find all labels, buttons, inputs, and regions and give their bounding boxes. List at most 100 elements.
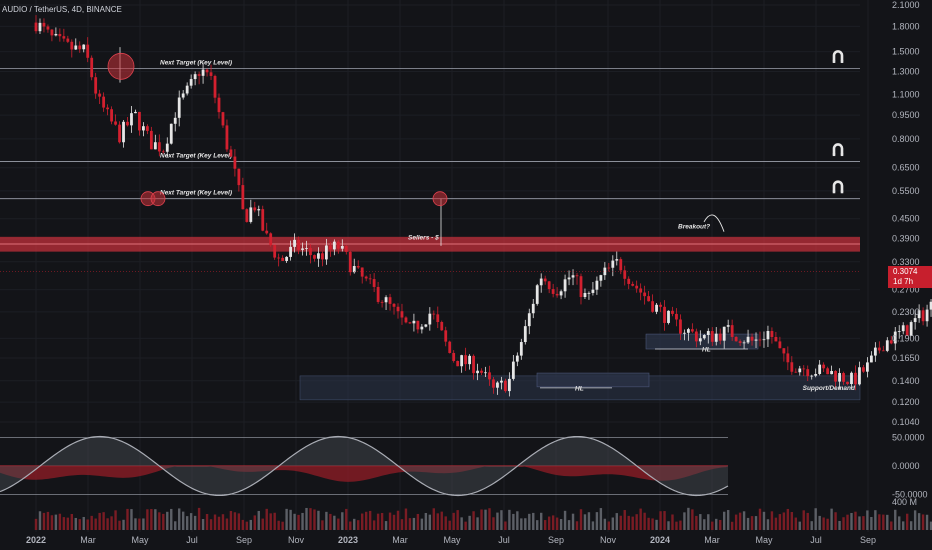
volume-bar bbox=[679, 520, 682, 530]
candle-body bbox=[281, 257, 285, 261]
candle-body bbox=[189, 79, 193, 86]
volume-bar bbox=[508, 509, 511, 530]
candle-body bbox=[507, 378, 511, 392]
price-tick-label: 0.1400 bbox=[892, 376, 920, 386]
volume-bar bbox=[750, 516, 754, 530]
volume-bar bbox=[878, 514, 881, 530]
candle-body bbox=[631, 283, 635, 286]
volume-bar bbox=[699, 514, 702, 530]
candle-body bbox=[623, 270, 627, 279]
candle-body bbox=[611, 260, 615, 268]
price-axis[interactable]: 2.1000 1.8000 1.5000 1.3000 1.1000 0.9500 0.80… bbox=[892, 0, 928, 507]
price-tick-label: 0.1650 bbox=[892, 353, 920, 363]
volume-bar bbox=[257, 510, 260, 530]
volume-bar bbox=[758, 508, 762, 530]
breakout-label: Breakout? bbox=[678, 223, 710, 230]
candle-body bbox=[293, 239, 296, 247]
candle-body bbox=[472, 355, 475, 374]
bar-countdown: 1d 7h bbox=[893, 277, 914, 286]
candle-body bbox=[305, 248, 308, 249]
candle-body bbox=[110, 109, 113, 122]
volume-bar bbox=[277, 520, 280, 530]
price-tick-label: 0.8000 bbox=[892, 134, 920, 144]
candle-body bbox=[639, 288, 643, 293]
candle-body bbox=[261, 209, 265, 231]
candle-body bbox=[209, 72, 213, 76]
volume-bar bbox=[762, 511, 766, 530]
candle-body bbox=[679, 319, 682, 334]
candle-body bbox=[862, 367, 865, 372]
volume-bar bbox=[480, 509, 483, 530]
time-tick-label: 2024 bbox=[650, 535, 670, 545]
volume-bar bbox=[667, 521, 670, 530]
candle-body bbox=[78, 45, 82, 50]
volume-bar bbox=[424, 512, 428, 530]
candle-body bbox=[515, 355, 519, 362]
candle-body bbox=[877, 347, 881, 351]
candle-body bbox=[157, 142, 161, 152]
magnet-body bbox=[832, 180, 844, 192]
candle-body bbox=[814, 373, 818, 376]
candle-body bbox=[297, 239, 300, 250]
candle-body bbox=[400, 311, 404, 318]
price-tick-label: 0.4500 bbox=[892, 214, 920, 224]
candle-body bbox=[778, 341, 782, 349]
candle-body bbox=[782, 348, 786, 354]
volume-bar bbox=[456, 510, 459, 530]
volume-bar bbox=[520, 518, 523, 530]
osc-tick-label: 50.0000 bbox=[892, 433, 925, 443]
volume-bar bbox=[193, 515, 197, 530]
time-tick-label: Nov bbox=[288, 535, 305, 545]
candle-body bbox=[651, 301, 654, 312]
time-axis[interactable]: 2022 Mar May Jul Sep Nov 2023 Mar May Jul Sep Nov 20… bbox=[26, 535, 876, 545]
key-level-label: Next Target (Key Level) bbox=[160, 59, 232, 66]
candle-body bbox=[388, 297, 392, 304]
candle-body bbox=[70, 41, 74, 50]
candle-body bbox=[734, 336, 738, 342]
volume-bar bbox=[237, 513, 241, 530]
candle-body bbox=[161, 151, 165, 153]
candle-body bbox=[66, 38, 70, 42]
highlight-circle bbox=[150, 191, 166, 207]
candle-body bbox=[742, 342, 746, 344]
volume-bar bbox=[468, 515, 471, 530]
volume-bar bbox=[201, 519, 205, 530]
volume-bar bbox=[309, 508, 312, 530]
volume-bar bbox=[528, 513, 531, 530]
volume-bar bbox=[810, 521, 813, 530]
volume-bar bbox=[591, 521, 595, 530]
volume-bar bbox=[384, 521, 388, 530]
magnet-icon bbox=[832, 143, 844, 157]
candle-body bbox=[404, 317, 408, 323]
candle-body bbox=[519, 342, 523, 356]
time-tick-label: Sep bbox=[548, 535, 564, 545]
volume-bar bbox=[607, 521, 611, 530]
candle-body bbox=[197, 74, 201, 76]
candle-body bbox=[555, 293, 559, 296]
volume-bar bbox=[110, 516, 113, 530]
magnet-tip bbox=[832, 190, 836, 194]
candle-body bbox=[818, 364, 822, 374]
volume-bar bbox=[663, 511, 666, 530]
highlight-circle bbox=[107, 52, 135, 80]
time-tick-label: 2023 bbox=[338, 535, 358, 545]
price-tick-label: 0.1200 bbox=[892, 397, 920, 407]
volume-bar bbox=[376, 513, 380, 530]
volume-bar bbox=[341, 512, 344, 530]
volume-bar bbox=[754, 516, 758, 530]
candle-body bbox=[273, 245, 277, 258]
volume-bar bbox=[547, 516, 551, 530]
volume-bar bbox=[559, 519, 563, 530]
volume-bar bbox=[862, 516, 865, 530]
volume-bar bbox=[603, 518, 607, 530]
volume-bar bbox=[631, 516, 634, 530]
candle-body bbox=[225, 125, 229, 150]
volume-bar bbox=[834, 512, 837, 530]
volume-bar bbox=[34, 518, 38, 530]
candle-body bbox=[460, 355, 464, 367]
volume-bar bbox=[360, 513, 364, 530]
candle-body bbox=[854, 372, 857, 385]
magnet-body bbox=[832, 50, 844, 62]
candle-body bbox=[885, 340, 889, 351]
